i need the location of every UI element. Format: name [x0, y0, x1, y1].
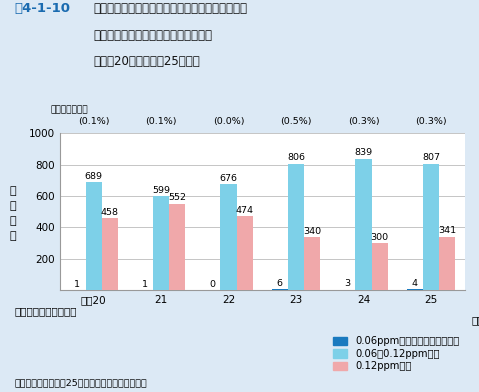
Text: 3: 3 — [344, 279, 350, 289]
Text: 807: 807 — [422, 153, 440, 162]
Text: (0.0%): (0.0%) — [213, 117, 244, 126]
Text: 昼間の日最高１時間値の光化学オキシダント濃度: 昼間の日最高１時間値の光化学オキシダント濃度 — [93, 2, 248, 15]
Text: (0.3%): (0.3%) — [348, 117, 379, 126]
Text: 6: 6 — [277, 279, 283, 288]
Text: 1: 1 — [74, 279, 80, 289]
Bar — [86, 182, 102, 290]
Text: 676: 676 — [219, 174, 238, 183]
Text: (0.3%): (0.3%) — [415, 117, 447, 126]
Text: 測
定
局
数: 測 定 局 数 — [10, 187, 16, 241]
Bar — [355, 158, 372, 290]
Text: 474: 474 — [236, 205, 254, 214]
Bar — [372, 243, 388, 290]
Text: 図4-1-10: 図4-1-10 — [14, 2, 70, 15]
Text: 300: 300 — [371, 233, 388, 242]
Text: 340: 340 — [303, 227, 321, 236]
Legend: 0.06ppm以下（環境基準達成）, 0.06～0.12ppm未満, 0.12ppm以上: 0.06ppm以下（環境基準達成）, 0.06～0.12ppm未満, 0.12p… — [333, 336, 460, 371]
Bar — [153, 196, 169, 290]
Text: （平成20年度～平成25年度）: （平成20年度～平成25年度） — [93, 55, 200, 68]
Bar — [439, 237, 455, 290]
Text: 環境基準達成率: 環境基準達成率 — [50, 105, 88, 114]
Bar — [272, 289, 288, 290]
Text: (0.5%): (0.5%) — [280, 117, 312, 126]
Text: (0.1%): (0.1%) — [145, 117, 177, 126]
Text: 341: 341 — [438, 226, 456, 235]
Text: 資料：環境省「平成25年度大気汚染状況報告書」: 資料：環境省「平成25年度大気汚染状況報告書」 — [14, 378, 147, 387]
Bar — [288, 164, 304, 290]
Text: 1: 1 — [142, 279, 148, 289]
Bar — [102, 218, 118, 290]
Bar — [220, 184, 237, 290]
Text: 599: 599 — [152, 186, 170, 195]
Bar — [423, 163, 439, 290]
Bar — [169, 203, 185, 290]
Text: 839: 839 — [354, 148, 373, 157]
Text: (0.1%): (0.1%) — [78, 117, 109, 126]
Bar — [237, 216, 253, 290]
Text: 806: 806 — [287, 153, 305, 162]
Text: １時間値の年間最高値: １時間値の年間最高値 — [14, 306, 77, 316]
Text: 458: 458 — [101, 208, 119, 217]
Bar — [304, 237, 320, 290]
Text: 552: 552 — [168, 193, 186, 202]
Text: レベル毎の測定局数の推移（一般局）: レベル毎の測定局数の推移（一般局） — [93, 29, 212, 42]
Text: 4: 4 — [412, 279, 418, 288]
Bar — [407, 289, 423, 290]
Text: （年度）: （年度） — [471, 315, 479, 325]
Text: 0: 0 — [209, 280, 216, 289]
Text: 689: 689 — [85, 172, 103, 181]
